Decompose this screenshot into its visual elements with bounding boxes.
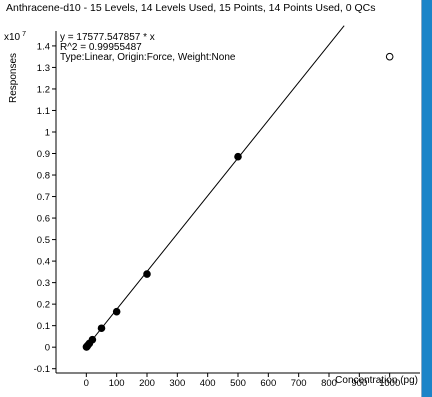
data-point (143, 270, 151, 278)
y-tick-label: 0 (45, 343, 50, 354)
y-tick-label: 1.1 (37, 106, 50, 117)
y-tick-label: 1.3 (37, 63, 50, 74)
calibration-plot: -0.1 0 0.1 0.2 0.3 0.4 0.5 0.6 0.7 0.8 0.9 1 1.1 1.2 1… (4, 25, 420, 389)
x-tick-label: 900 (351, 378, 367, 389)
y-tick-label: -0.1 (34, 364, 50, 375)
x-tick-label: 1000 (379, 378, 400, 389)
y-tick-label: 0.8 (37, 171, 50, 182)
y-tick-label: 0.6 (37, 214, 50, 225)
data-point (88, 335, 97, 344)
data-point (97, 324, 106, 333)
y-tick-label: 0.1 (37, 321, 50, 332)
x-tick-label: 100 (109, 378, 125, 389)
r-squared-label: R^2 = 0.99955487 (60, 42, 142, 53)
x-tick-label: 300 (169, 378, 185, 389)
equation-label: y = 17577.547857 * x (60, 32, 155, 43)
y-tick-label: 0.7 (37, 192, 50, 203)
chart-panel: Anthracene-d10 - 15 Levels, 14 Levels Us… (0, 0, 422, 397)
x-tick-label: 800 (321, 378, 337, 389)
x-axis-label: Concentration (pg) (335, 375, 418, 386)
x-tick-label: 500 (230, 378, 246, 389)
y-tick-label: 0.3 (37, 278, 50, 289)
excluded-data-point (385, 52, 394, 61)
y-axis-label: Responses (8, 53, 19, 103)
y-tick-label: 0.2 (37, 300, 50, 311)
x-tick-label: 200 (139, 378, 155, 389)
y-axis-ticks: -0.1 0 0.1 0.2 0.3 0.4 0.5 0.6 0.7 0.8 0.9 1 1.1 1.2 1… (34, 41, 56, 375)
data-point (234, 152, 242, 161)
x-tick-label: 400 (200, 378, 216, 389)
data-points (82, 52, 394, 351)
y-tick-label: 1.2 (37, 84, 50, 95)
y-tick-label: 0.5 (37, 235, 50, 246)
y-tick-label: 0.4 (37, 257, 50, 268)
y-tick-label: 1 (45, 127, 50, 138)
y-multiplier-label: x10 7 (4, 31, 26, 43)
x-tick-label: 700 (291, 378, 307, 389)
y-tick-label: 0.9 (37, 149, 50, 160)
chart-title: Anthracene-d10 - 15 Levels, 14 Levels Us… (6, 2, 376, 14)
x-tick-label: 0 (84, 378, 89, 389)
fit-type-label: Type:Linear, Origin:Force, Weight:None (60, 52, 236, 63)
fit-line (85, 25, 345, 348)
x-tick-label: 600 (260, 378, 276, 389)
x-axis-ticks: 0 100 200 300 400 500 600 700 800 900 1000 (84, 373, 400, 389)
axes (55, 31, 420, 374)
data-point (112, 307, 121, 316)
y-tick-label: 1.4 (37, 41, 50, 52)
